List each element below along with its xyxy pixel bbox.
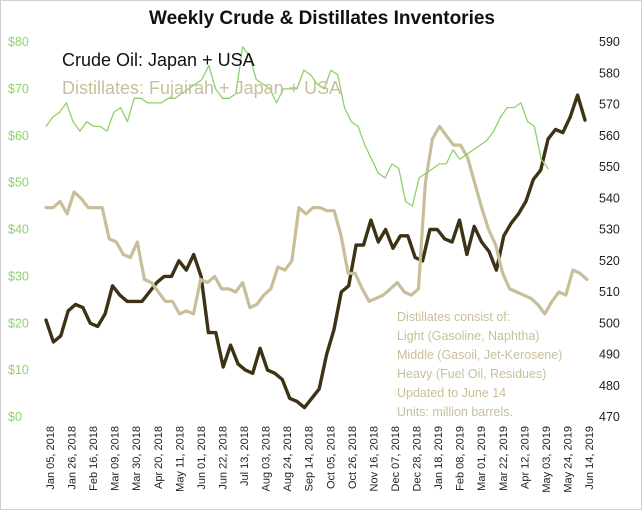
x-axis-tick-label: Dec 07, 2018 <box>390 426 402 491</box>
crude-oil-series-line <box>44 93 587 410</box>
x-axis-tick-label: May 11, 2018 <box>174 426 186 492</box>
x-axis-tick-label: Aug 24, 2018 <box>282 426 294 491</box>
right-axis-tick-label: 470 <box>599 410 620 424</box>
x-axis-tick-label: Mar 01, 2019 <box>476 426 488 491</box>
left-axis-tick-label: $70 <box>8 82 29 96</box>
x-axis-tick-label: Aug 03, 2018 <box>261 426 273 491</box>
right-axis-tick-label: 480 <box>599 379 620 393</box>
x-axis-tick-label: Sep 14, 2018 <box>304 426 316 491</box>
left-axis-tick-label: $20 <box>8 316 29 330</box>
note-line: Distillates consist of: <box>397 310 511 324</box>
note-line: Heavy (Fuel Oil, Residues) <box>397 367 547 381</box>
x-axis-tick-label: Jul 13, 2018 <box>239 426 251 486</box>
x-axis-tick-label: Jun 01, 2018 <box>196 426 208 490</box>
right-axis-tick-label: 540 <box>599 191 620 205</box>
note-line: Middle (Gasoil, Jet-Kerosene) <box>397 348 563 362</box>
left-axis-tick-label: $0 <box>8 410 22 424</box>
x-axis-tick-label: Nov 16, 2018 <box>368 426 380 491</box>
x-axis-tick-label: May 03, 2019 <box>541 426 553 493</box>
right-axis-tick-label: 500 <box>599 316 620 330</box>
legend-crude-oil: Crude Oil: Japan + USA <box>62 50 255 70</box>
note-line: Units: million barrels. <box>397 405 514 419</box>
note-line: Light (Gasoline, Naphtha) <box>397 329 540 343</box>
x-axis-tick-label: Dec 28, 2018 <box>412 426 424 491</box>
left-axis-tick-label: $60 <box>8 129 29 143</box>
x-axis-tick-label: Jun 14, 2019 <box>584 426 596 490</box>
x-axis-tick-label: Oct 26, 2018 <box>347 426 359 489</box>
right-axis-tick-label: 520 <box>599 254 620 268</box>
right-axis-tick-label: 590 <box>599 35 620 49</box>
x-axis-tick-label: Feb 16, 2018 <box>88 426 100 491</box>
left-axis-tick-label: $40 <box>8 223 29 237</box>
x-axis-tick-label: Mar 22, 2019 <box>498 426 510 491</box>
x-axis-tick-label: Oct 05, 2018 <box>325 426 337 489</box>
legend-distillates: Distillates: Fujairah + Japan + USA <box>62 78 342 98</box>
right-axis-tick-label: 550 <box>599 160 620 174</box>
x-axis-tick-label: Apr 20, 2018 <box>153 426 165 489</box>
chart-title: Weekly Crude & Distillates Inventories <box>149 8 495 29</box>
x-axis-tick-label: Jan 18, 2019 <box>433 426 445 490</box>
left-axis-tick-label: $50 <box>8 176 29 190</box>
right-axis-tick-label: 570 <box>599 98 620 112</box>
x-axis-tick-label: Apr 12, 2019 <box>519 426 531 489</box>
note-line: Updated to June 14 <box>397 386 507 400</box>
x-axis-tick-label: Jun 22, 2018 <box>217 426 229 490</box>
right-axis-tick-label: 560 <box>599 129 620 143</box>
right-axis-tick-label: 530 <box>599 223 620 237</box>
left-axis-tick-label: $10 <box>8 363 29 377</box>
x-axis-tick-label: Jan 26, 2018 <box>67 426 79 490</box>
right-axis-tick-label: 510 <box>599 285 620 299</box>
price-series-line <box>45 46 549 207</box>
right-axis-tick-label: 490 <box>599 348 620 362</box>
left-axis-tick-label: $80 <box>8 35 29 49</box>
left-axis-tick-label: $30 <box>8 269 29 283</box>
right-axis-tick-label: 580 <box>599 66 620 80</box>
x-axis-tick-label: Jan 05, 2018 <box>45 426 57 490</box>
x-axis-tick-label: Mar 30, 2018 <box>131 426 143 491</box>
chart-annotation: Distillates consist of: Light (Gasoline,… <box>397 308 562 422</box>
x-axis-tick-label: May 24, 2019 <box>562 426 574 493</box>
distillates-series-line <box>44 124 589 316</box>
x-axis-tick-label: Mar 09, 2018 <box>110 426 122 491</box>
x-axis-tick-label: Feb 08, 2019 <box>455 426 467 491</box>
